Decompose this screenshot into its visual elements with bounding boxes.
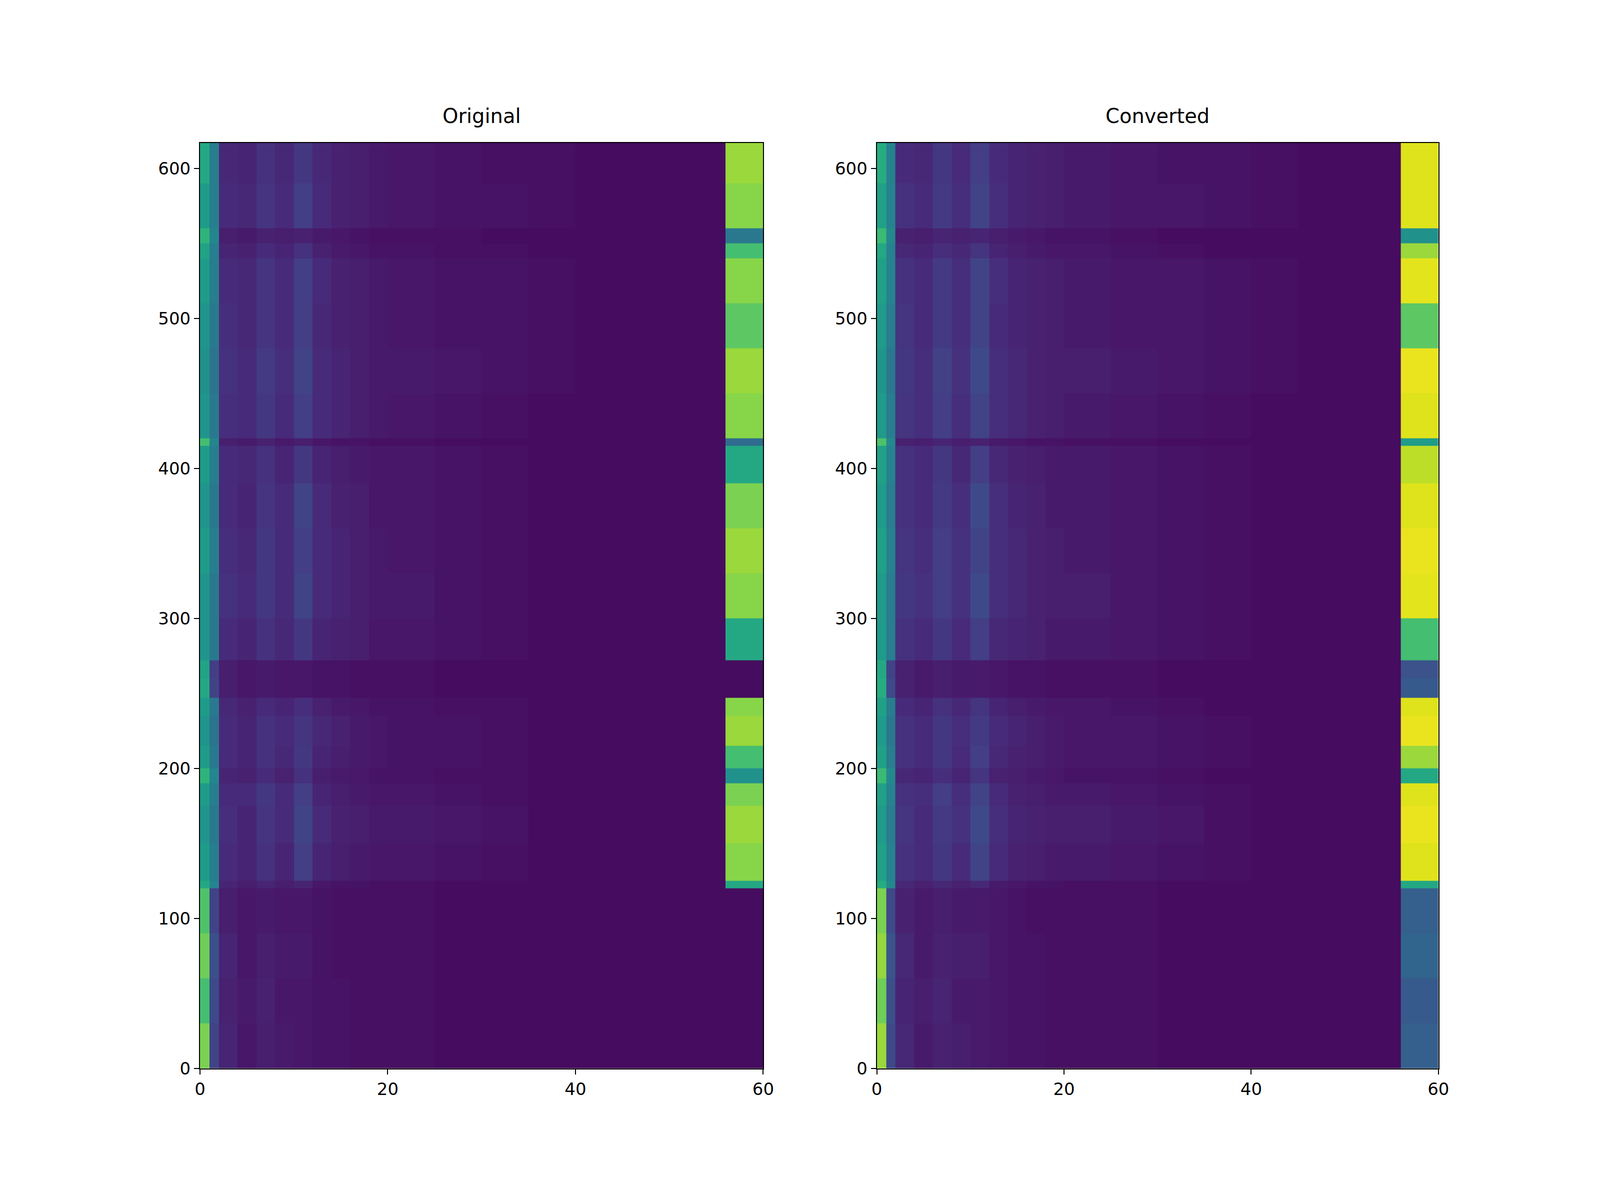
svg-text:Converted: Converted (1105, 104, 1210, 128)
svg-text:400: 400 (158, 458, 191, 479)
svg-text:300: 300 (835, 608, 868, 629)
svg-text:500: 500 (835, 308, 868, 329)
svg-text:60: 60 (1427, 1079, 1449, 1099)
svg-text:0: 0 (871, 1079, 883, 1099)
svg-text:100: 100 (158, 908, 191, 929)
svg-text:200: 200 (158, 758, 191, 779)
svg-text:40: 40 (1240, 1079, 1262, 1099)
svg-text:500: 500 (158, 308, 191, 329)
svg-text:60: 60 (752, 1079, 774, 1099)
svg-text:600: 600 (835, 158, 868, 179)
svg-text:600: 600 (158, 158, 191, 179)
svg-text:0: 0 (194, 1079, 206, 1099)
svg-text:200: 200 (835, 758, 868, 779)
svg-text:0: 0 (180, 1058, 191, 1079)
svg-text:300: 300 (158, 608, 191, 629)
svg-text:100: 100 (835, 908, 868, 929)
svg-text:20: 20 (1053, 1079, 1075, 1099)
svg-text:400: 400 (835, 458, 868, 479)
svg-text:0: 0 (856, 1058, 868, 1079)
svg-text:40: 40 (564, 1079, 586, 1099)
svg-text:Original: Original (442, 104, 521, 128)
svg-text:20: 20 (377, 1079, 399, 1099)
